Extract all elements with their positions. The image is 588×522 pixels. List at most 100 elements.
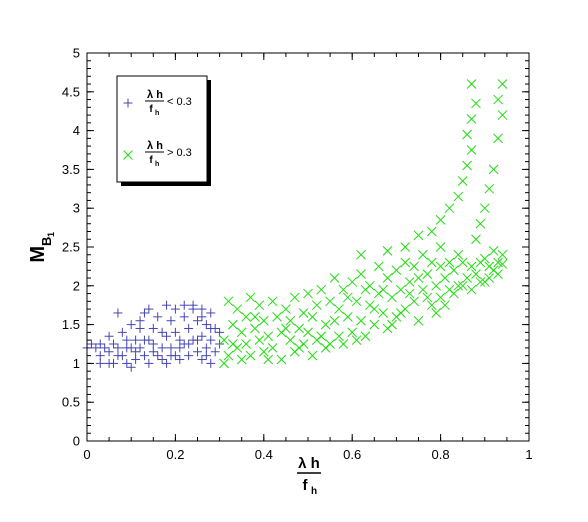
data-point-cross — [484, 183, 495, 194]
data-point-plus — [193, 347, 202, 357]
data-point-plus — [197, 304, 207, 314]
data-point-plus — [162, 358, 172, 368]
legend-entry-2-numerator: λ h — [147, 140, 163, 152]
data-point-cross — [334, 331, 344, 342]
data-point-plus — [148, 347, 158, 357]
data-point-cross — [457, 280, 468, 291]
data-point-plus — [131, 355, 141, 365]
legend-marker-glyph — [123, 98, 133, 108]
data-point-cross — [462, 273, 472, 283]
data-point-plus — [144, 358, 154, 368]
data-point-cross — [258, 315, 269, 326]
x-axis-label: λ h f h — [297, 455, 321, 497]
data-point-plus — [157, 327, 167, 337]
data-point-plus — [104, 347, 114, 357]
y-tick-label: 5 — [73, 46, 80, 61]
data-point-cross — [444, 203, 455, 214]
x-tick-label: 0.8 — [432, 447, 450, 462]
data-point-plus — [206, 358, 216, 368]
data-point-cross — [471, 98, 481, 109]
data-point-cross — [422, 292, 433, 303]
y-tick-label: 4.5 — [62, 84, 80, 99]
x-tick-label: 0.6 — [343, 447, 361, 462]
data-point-cross — [267, 343, 278, 353]
data-point-cross — [250, 323, 260, 334]
data-point-plus — [104, 331, 114, 341]
y-tick-label: 2.5 — [62, 240, 80, 255]
data-point-cross — [228, 339, 238, 349]
x-tick-label: 0.4 — [255, 447, 273, 462]
data-point-plus — [210, 347, 220, 357]
data-point-cross — [475, 218, 486, 229]
legend-marker-glyph — [123, 150, 133, 160]
data-point-cross — [426, 226, 437, 237]
data-point-plus — [113, 308, 123, 318]
x-axis-label-denominator: f — [303, 477, 309, 494]
data-point-cross — [457, 176, 468, 186]
data-point-cross — [360, 284, 371, 295]
data-point-plus — [193, 335, 202, 345]
data-point-cross — [241, 311, 251, 322]
data-point-cross — [347, 327, 358, 338]
data-point-cross — [387, 292, 397, 303]
legend-box — [116, 75, 208, 183]
data-point-plus — [148, 339, 158, 349]
legend-entry-2-denominator-sub: h — [155, 161, 159, 168]
data-point-plus — [206, 308, 216, 318]
data-point-cross — [303, 327, 313, 338]
data-point-plus — [166, 316, 176, 326]
data-point-plus — [188, 304, 198, 314]
data-point-cross — [413, 230, 424, 241]
data-point-plus — [135, 316, 145, 326]
data-point-cross — [303, 288, 313, 299]
data-point-cross — [466, 145, 477, 155]
data-point-cross — [395, 284, 406, 295]
data-point-plus — [100, 343, 110, 353]
data-point-cross — [449, 265, 459, 276]
data-point-cross — [391, 265, 402, 276]
data-point-plus — [113, 343, 123, 353]
data-point-cross — [281, 323, 291, 334]
data-point-plus — [109, 339, 119, 349]
data-point-cross — [245, 292, 256, 303]
data-point-cross — [493, 269, 503, 280]
data-point-cross — [329, 273, 340, 283]
data-point-cross — [453, 249, 464, 260]
data-point-plus — [91, 343, 101, 353]
x-tick-label: 1 — [525, 447, 532, 462]
data-point-cross — [466, 114, 477, 124]
data-point-plus — [175, 335, 185, 345]
data-point-cross — [413, 273, 424, 283]
data-point-cross — [236, 354, 247, 365]
data-point-cross — [453, 191, 464, 202]
data-point-plus — [197, 355, 207, 365]
data-point-cross — [338, 339, 349, 349]
x-tick-label: 0 — [83, 447, 90, 462]
legend-marker-cross — [123, 150, 133, 160]
data-point-cross — [289, 292, 300, 303]
legend-entry-1-numerator: λ h — [147, 89, 163, 101]
data-point-cross — [435, 261, 446, 272]
data-point-plus — [135, 323, 145, 333]
data-point-cross — [263, 354, 274, 365]
data-points — [82, 79, 508, 372]
legend-entry-2-relation: > 0.3 — [167, 147, 192, 159]
data-point-plus — [206, 335, 216, 345]
y-axis-label-sub: B — [39, 237, 54, 246]
data-point-cross — [311, 300, 322, 311]
data-point-plus — [201, 343, 211, 353]
data-point-plus — [197, 312, 207, 322]
data-point-cross — [488, 164, 499, 175]
data-point-cross — [347, 277, 358, 287]
data-point-cross — [351, 296, 362, 307]
data-point-cross — [241, 339, 251, 349]
data-point-plus — [162, 300, 172, 310]
data-point-plus — [166, 351, 176, 361]
data-point-cross — [395, 308, 406, 318]
data-point-plus — [193, 316, 202, 326]
data-point-cross — [378, 308, 388, 318]
data-point-plus — [95, 358, 105, 368]
data-point-cross — [466, 261, 477, 272]
data-point-plus — [153, 312, 163, 322]
data-point-cross — [435, 214, 446, 225]
